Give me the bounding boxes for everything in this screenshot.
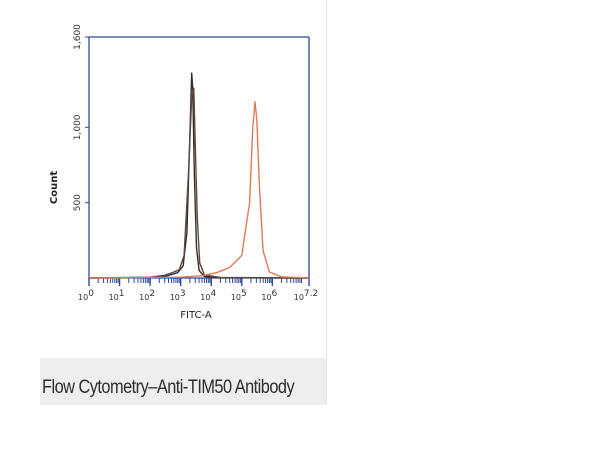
y-axis-title: Count [49, 171, 60, 204]
x-tick-label: 104 [200, 289, 216, 302]
x-tick-label: 101 [109, 289, 125, 302]
x-tick-label: 100 [78, 289, 94, 302]
y-tick-label: 1,000 [73, 114, 83, 140]
y-tick-label: 1,600 [73, 24, 83, 50]
x-tick-label: 106 [261, 289, 277, 302]
caption-bar: Flow Cytometry–Anti-TIM50 Antibody [40, 358, 326, 405]
x-tick-label: 103 [170, 289, 186, 302]
x-axis-title: FITC-A [180, 310, 212, 321]
histogram-series-2 [88, 87, 310, 279]
x-tick-label: 105 [231, 289, 247, 302]
histogram-series-3 [88, 101, 310, 279]
flow-cytometry-histogram: 500 1,000 1,600 Count 100 101 102 103 104 105 106 1… [49, 24, 319, 321]
y-tick-label: 500 [73, 194, 83, 211]
x-tick-label: 102 [139, 289, 155, 302]
x-tick-label: 107.2 [294, 289, 319, 302]
histogram-series-1 [88, 72, 310, 279]
figure-caption: Flow Cytometry–Anti-TIM50 Antibody [42, 377, 295, 398]
